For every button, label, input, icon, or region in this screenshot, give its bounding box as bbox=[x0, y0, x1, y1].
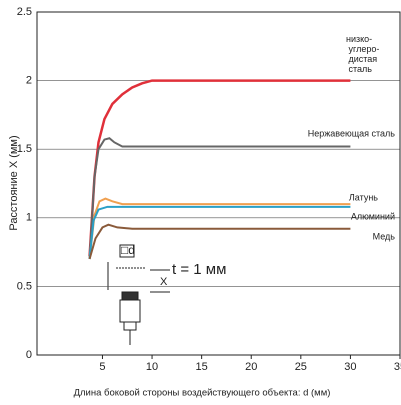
x-tick-label: 5 bbox=[99, 361, 105, 373]
y-tick-label: 2.5 bbox=[17, 6, 32, 18]
series-line bbox=[88, 197, 351, 260]
target bbox=[119, 244, 135, 258]
y-tick-label: 1.5 bbox=[17, 143, 32, 155]
series-label: Медь bbox=[373, 231, 396, 241]
y-tick-label: 0.5 bbox=[17, 280, 32, 292]
x-axis-label: Длина боковой стороны воздействующего об… bbox=[74, 388, 331, 399]
x-tick-label: 20 bbox=[245, 361, 257, 373]
series-line bbox=[88, 223, 351, 260]
series-label: Латунь bbox=[349, 192, 378, 202]
series-line bbox=[88, 79, 351, 257]
series-label: Нержавеющая сталь bbox=[308, 128, 396, 138]
x-label: X bbox=[160, 276, 168, 288]
series-label: Алюминий bbox=[351, 211, 395, 221]
sensor-diagram bbox=[107, 244, 170, 345]
x-tick-label: 25 bbox=[295, 361, 307, 373]
plot-frame bbox=[36, 11, 401, 356]
sensor-head bbox=[121, 291, 139, 301]
series-line bbox=[88, 137, 351, 260]
x-tick-label: 35 bbox=[394, 361, 401, 373]
x-tick-label: 30 bbox=[344, 361, 356, 373]
sensor-body bbox=[119, 299, 141, 323]
d-label: □d bbox=[121, 243, 135, 257]
series-label: низко- углеро- дистая сталь bbox=[346, 34, 379, 74]
y-axis-label: Расстояние X (мм) bbox=[8, 135, 20, 230]
x-tick-label: 10 bbox=[146, 361, 158, 373]
series-line bbox=[88, 205, 351, 260]
x-tick-label: 15 bbox=[196, 361, 208, 373]
y-tick-label: 1 bbox=[26, 212, 32, 224]
t-label: t = 1 мм bbox=[172, 261, 226, 278]
sensor-cap bbox=[123, 321, 137, 331]
y-tick-label: 2 bbox=[26, 75, 32, 87]
y-tick-label: 0 bbox=[26, 349, 32, 361]
